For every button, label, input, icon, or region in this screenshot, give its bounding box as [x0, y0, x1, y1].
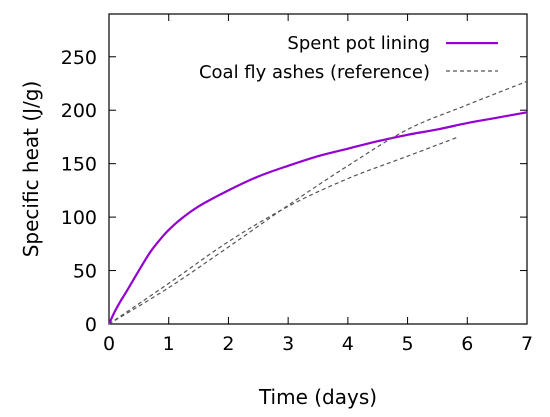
ticks-layer: 0 1 2 3 4 5 6 7 0 50 100 150 200 250 [61, 14, 533, 355]
x-tick-label: 0 [103, 333, 115, 355]
x-tick-label: 6 [461, 333, 473, 355]
x-tick-label: 3 [282, 333, 294, 355]
y-tick-label: 200 [61, 100, 97, 122]
x-tick-label: 5 [402, 333, 414, 355]
legend-label-spent-pot-lining: Spent pot lining [287, 33, 430, 54]
y-tick-label: 50 [73, 261, 97, 283]
series-line-spent-pot-lining [108, 111, 528, 325]
x-tick-label: 4 [342, 333, 354, 355]
legend: Spent pot lining Coal fly ashes (referen… [199, 33, 498, 83]
series-layer [108, 80, 528, 325]
series-line-coal-fly-ashes-2 [108, 136, 459, 325]
y-tick-label: 0 [85, 314, 97, 336]
plot-frame [108, 13, 528, 325]
y-tick-label: 150 [61, 154, 97, 176]
series-line-coal-fly-ashes [108, 80, 528, 325]
x-tick-label: 1 [163, 333, 175, 355]
y-tick-label: 100 [61, 207, 97, 229]
legend-label-coal-fly-ashes: Coal fly ashes (reference) [199, 62, 430, 83]
y-tick-label: 250 [61, 47, 97, 69]
x-tick-label: 2 [222, 333, 234, 355]
x-axis-title: Time (days) [258, 385, 377, 409]
x-tick-label: 7 [521, 333, 533, 355]
legend-swatch-spent-pot-lining [446, 42, 498, 45]
y-axis-title: Specific heat (J/g) [19, 81, 43, 258]
